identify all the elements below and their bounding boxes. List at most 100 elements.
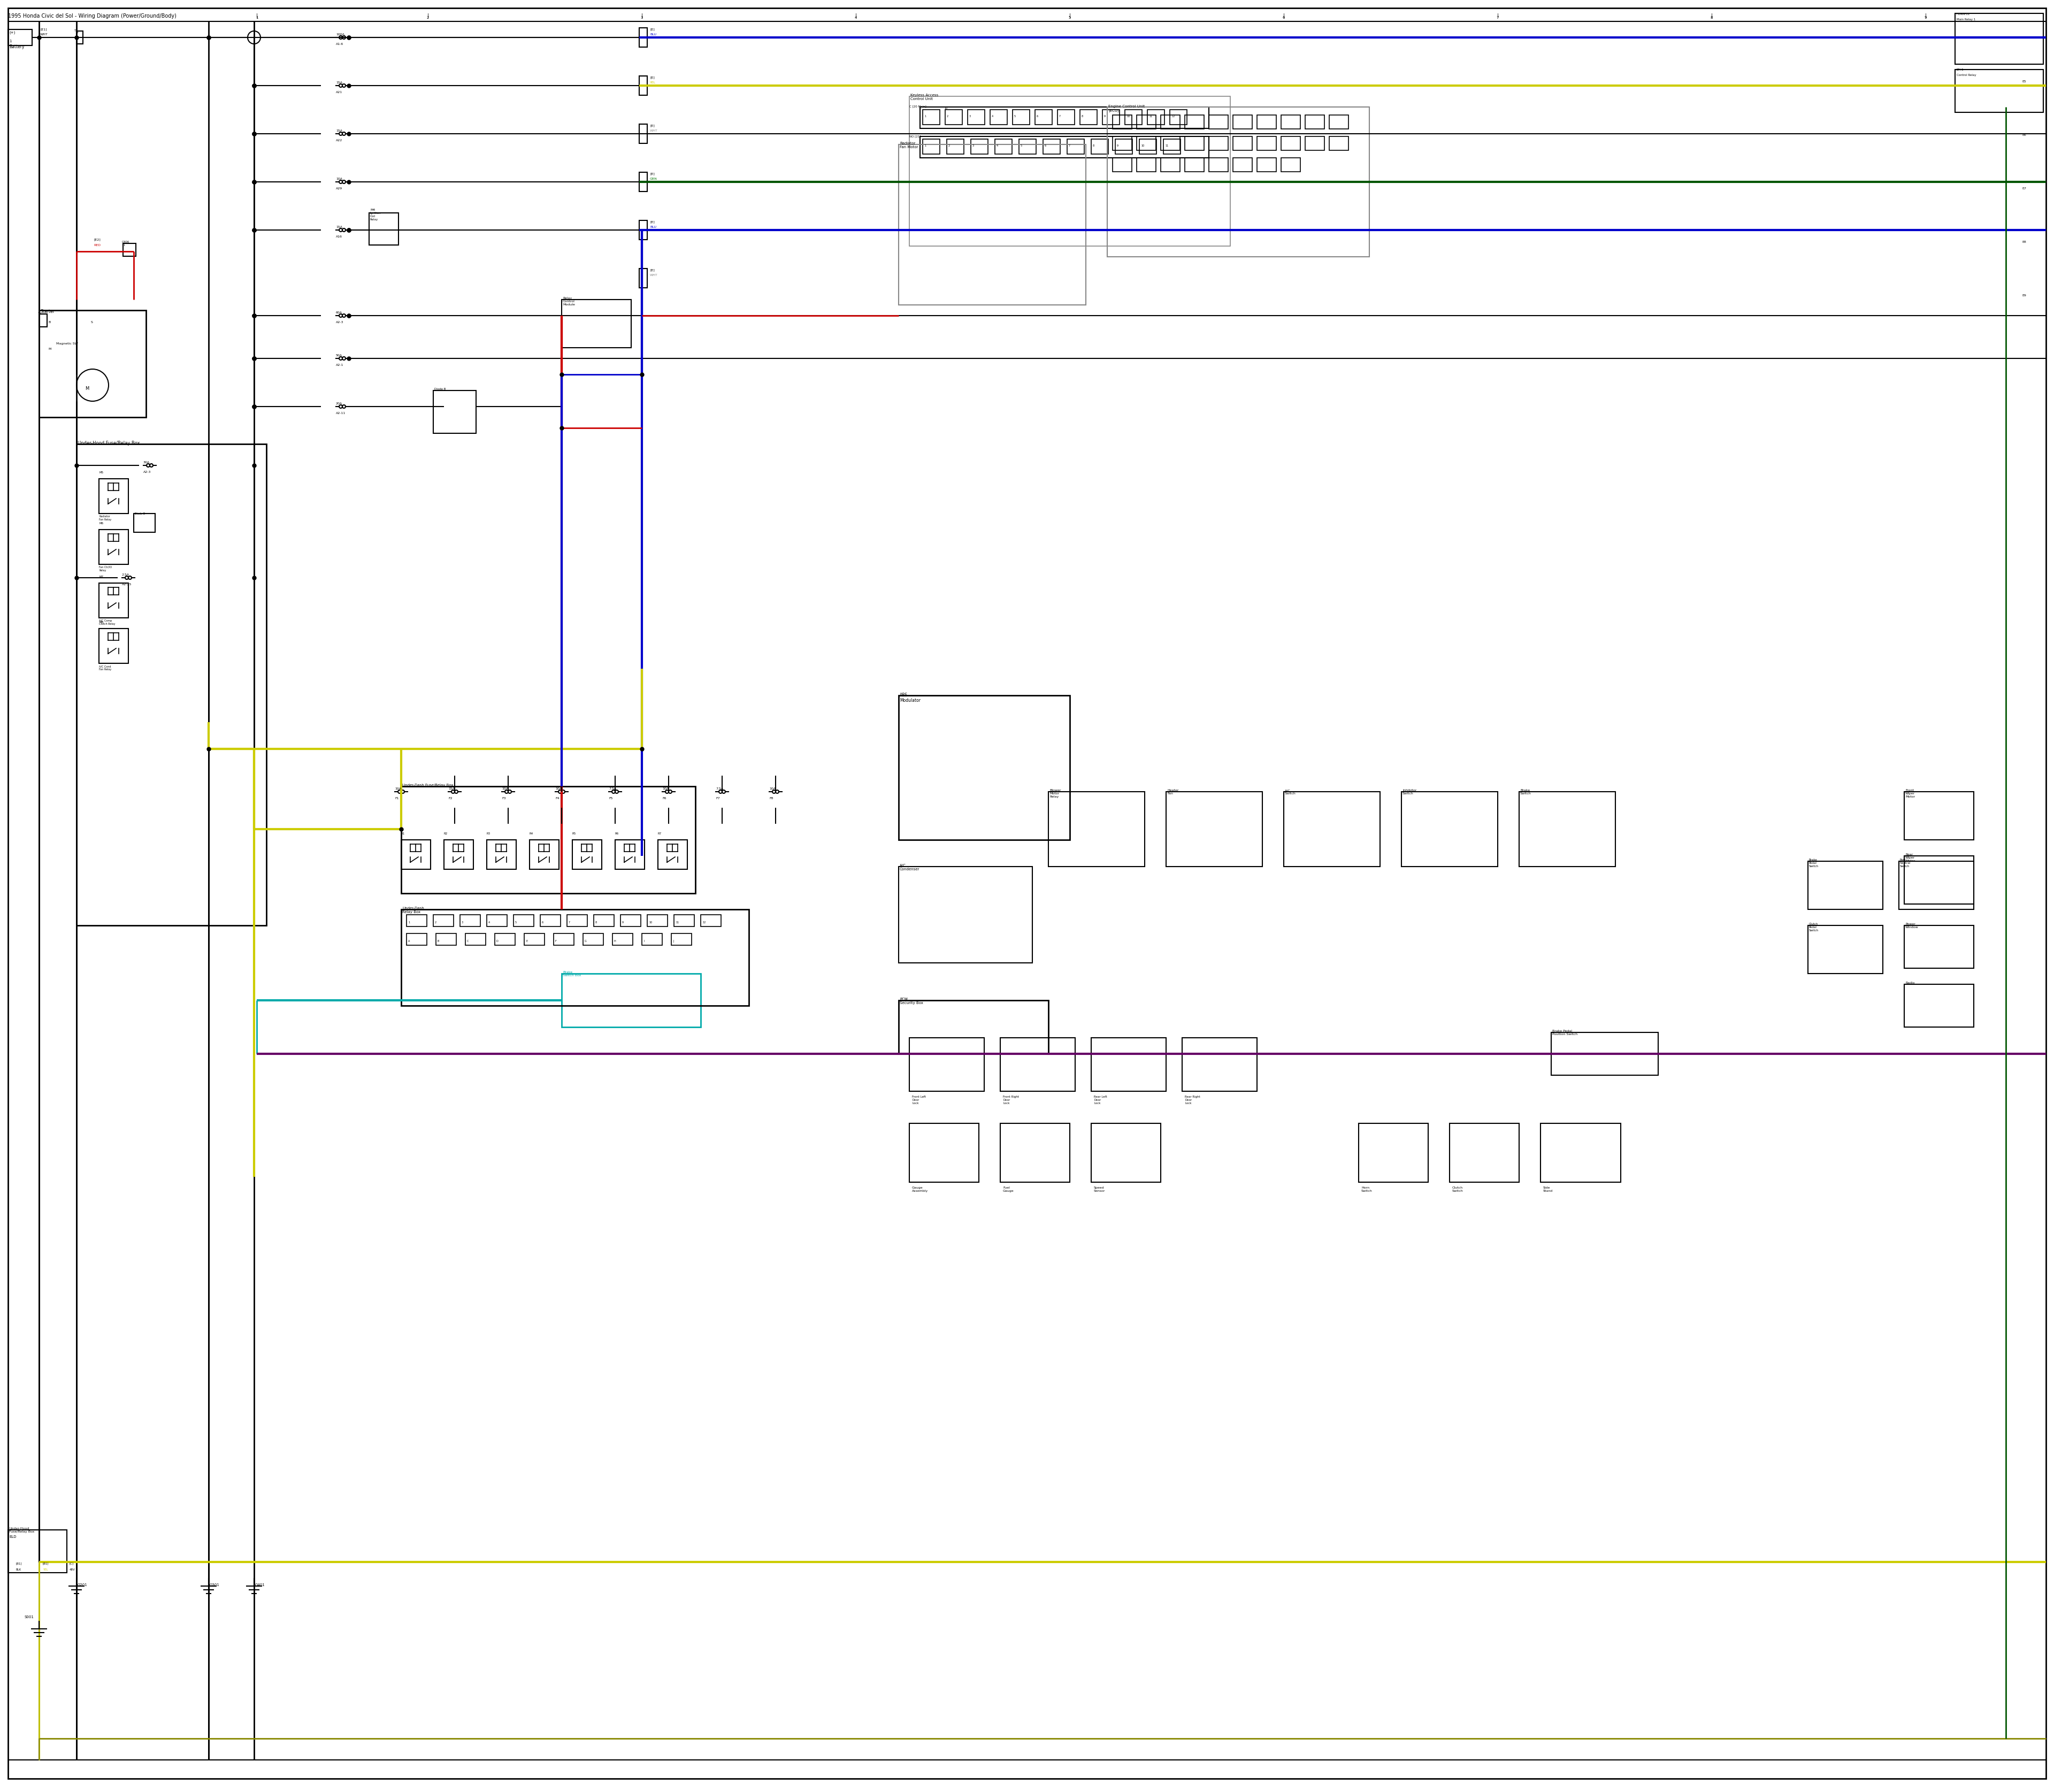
Text: Under-Dash
Relay Box: Under-Dash Relay Box <box>403 907 423 914</box>
Text: ABS
Modulator: ABS Modulator <box>900 694 920 702</box>
Bar <box>1107 108 1370 256</box>
Bar <box>99 478 127 514</box>
Text: F6: F6 <box>661 797 665 799</box>
Bar <box>460 914 481 926</box>
Text: 12: 12 <box>1171 115 1175 118</box>
Bar <box>573 840 602 869</box>
Bar <box>99 582 127 618</box>
Text: Horn
Switch: Horn Switch <box>1362 1186 1372 1192</box>
Bar <box>1043 140 1060 154</box>
Text: Brake Pedal
Position Switch: Brake Pedal Position Switch <box>1553 1030 1577 1036</box>
Bar <box>1210 158 1228 172</box>
Text: M: M <box>47 348 51 351</box>
Text: Speed
Sensor: Speed Sensor <box>1095 1186 1105 1192</box>
Text: [B1]: [B1] <box>16 1563 23 1564</box>
Bar <box>594 914 614 926</box>
Bar <box>1904 857 1974 903</box>
Bar <box>1282 136 1300 151</box>
Bar <box>1091 140 1109 154</box>
Bar <box>614 840 645 869</box>
Bar <box>900 695 1070 840</box>
Text: Blower
Motor
Relay: Blower Motor Relay <box>1050 788 1062 797</box>
Text: WHT: WHT <box>41 34 47 36</box>
Text: S: S <box>90 321 92 324</box>
Bar <box>433 914 454 926</box>
Text: GRN: GRN <box>649 177 657 181</box>
Bar <box>1232 136 1253 151</box>
Bar <box>1551 1032 1658 1075</box>
Bar <box>1058 109 1074 125</box>
Bar <box>123 244 136 256</box>
Text: 11: 11 <box>1165 145 1169 147</box>
Bar <box>1520 792 1614 867</box>
Text: 60A: 60A <box>337 312 343 314</box>
Bar <box>1904 984 1974 1027</box>
Bar <box>1091 1124 1161 1183</box>
Bar <box>1161 115 1179 129</box>
Text: 12: 12 <box>702 921 707 925</box>
Text: YEL: YEL <box>649 81 655 84</box>
Bar <box>620 914 641 926</box>
Bar <box>700 914 721 926</box>
Text: Heater
Fan: Heater Fan <box>1167 788 1179 796</box>
Text: [E2]: [E2] <box>94 238 101 240</box>
Bar <box>433 391 477 434</box>
Text: R3: R3 <box>487 831 491 835</box>
Text: 5: 5 <box>1068 16 1070 20</box>
Text: 7.5A: 7.5A <box>715 787 723 790</box>
Text: 3: 3 <box>641 16 643 20</box>
Text: Battery: Battery <box>8 45 25 48</box>
Bar <box>39 314 47 326</box>
Bar <box>922 140 941 154</box>
Text: (+): (+) <box>8 30 14 34</box>
Text: NO [21]: NO [21] <box>910 134 920 138</box>
Bar <box>1115 140 1132 154</box>
Text: A/C Comp
Clutch Relay: A/C Comp Clutch Relay <box>99 620 115 625</box>
Text: 6: 6 <box>1282 16 1286 20</box>
Bar <box>495 934 516 944</box>
Text: 8: 8 <box>1711 16 1713 20</box>
Bar <box>134 514 156 532</box>
Bar <box>947 140 963 154</box>
Text: Radiator
Fan Motor: Radiator Fan Motor <box>900 142 918 149</box>
Bar <box>1185 158 1204 172</box>
Bar <box>920 108 1210 129</box>
Text: Gauge
Assembly: Gauge Assembly <box>912 1186 928 1192</box>
Bar <box>647 914 668 926</box>
Bar <box>910 97 1230 246</box>
Text: 10A: 10A <box>555 787 561 790</box>
Bar <box>1167 792 1263 867</box>
Text: 10A: 10A <box>501 787 507 790</box>
Text: F4: F4 <box>555 797 559 799</box>
Text: R2: R2 <box>444 831 448 835</box>
Bar <box>1013 109 1029 125</box>
Bar <box>1358 1124 1428 1183</box>
Text: Diode B: Diode B <box>136 513 146 514</box>
Text: F7: F7 <box>715 797 719 799</box>
Text: R1: R1 <box>401 831 405 835</box>
Text: 10: 10 <box>945 108 947 109</box>
Text: 9: 9 <box>1925 16 1927 20</box>
Text: E9: E9 <box>2021 294 2025 297</box>
Bar <box>1304 136 1325 151</box>
Text: 100A: 100A <box>337 34 345 36</box>
Bar <box>1048 792 1144 867</box>
Bar <box>1080 109 1097 125</box>
Bar <box>1304 115 1325 129</box>
Text: Control Relay: Control Relay <box>1957 73 1976 77</box>
Bar <box>922 109 941 125</box>
Text: 10A: 10A <box>337 177 343 181</box>
Text: 7.5A: 7.5A <box>608 787 616 790</box>
Text: A/C
Switch: A/C Switch <box>1286 788 1296 796</box>
Text: 4: 4 <box>854 16 857 20</box>
Text: Rear Left
Door
Lock: Rear Left Door Lock <box>1095 1095 1107 1104</box>
Text: M: M <box>86 387 88 391</box>
Bar <box>1210 115 1228 129</box>
Bar <box>1035 109 1052 125</box>
Text: RED: RED <box>94 244 101 247</box>
Bar <box>401 787 696 894</box>
Bar <box>540 914 561 926</box>
Bar <box>639 29 647 47</box>
Text: Radio: Radio <box>1906 982 1914 984</box>
Text: M8: M8 <box>99 622 103 624</box>
